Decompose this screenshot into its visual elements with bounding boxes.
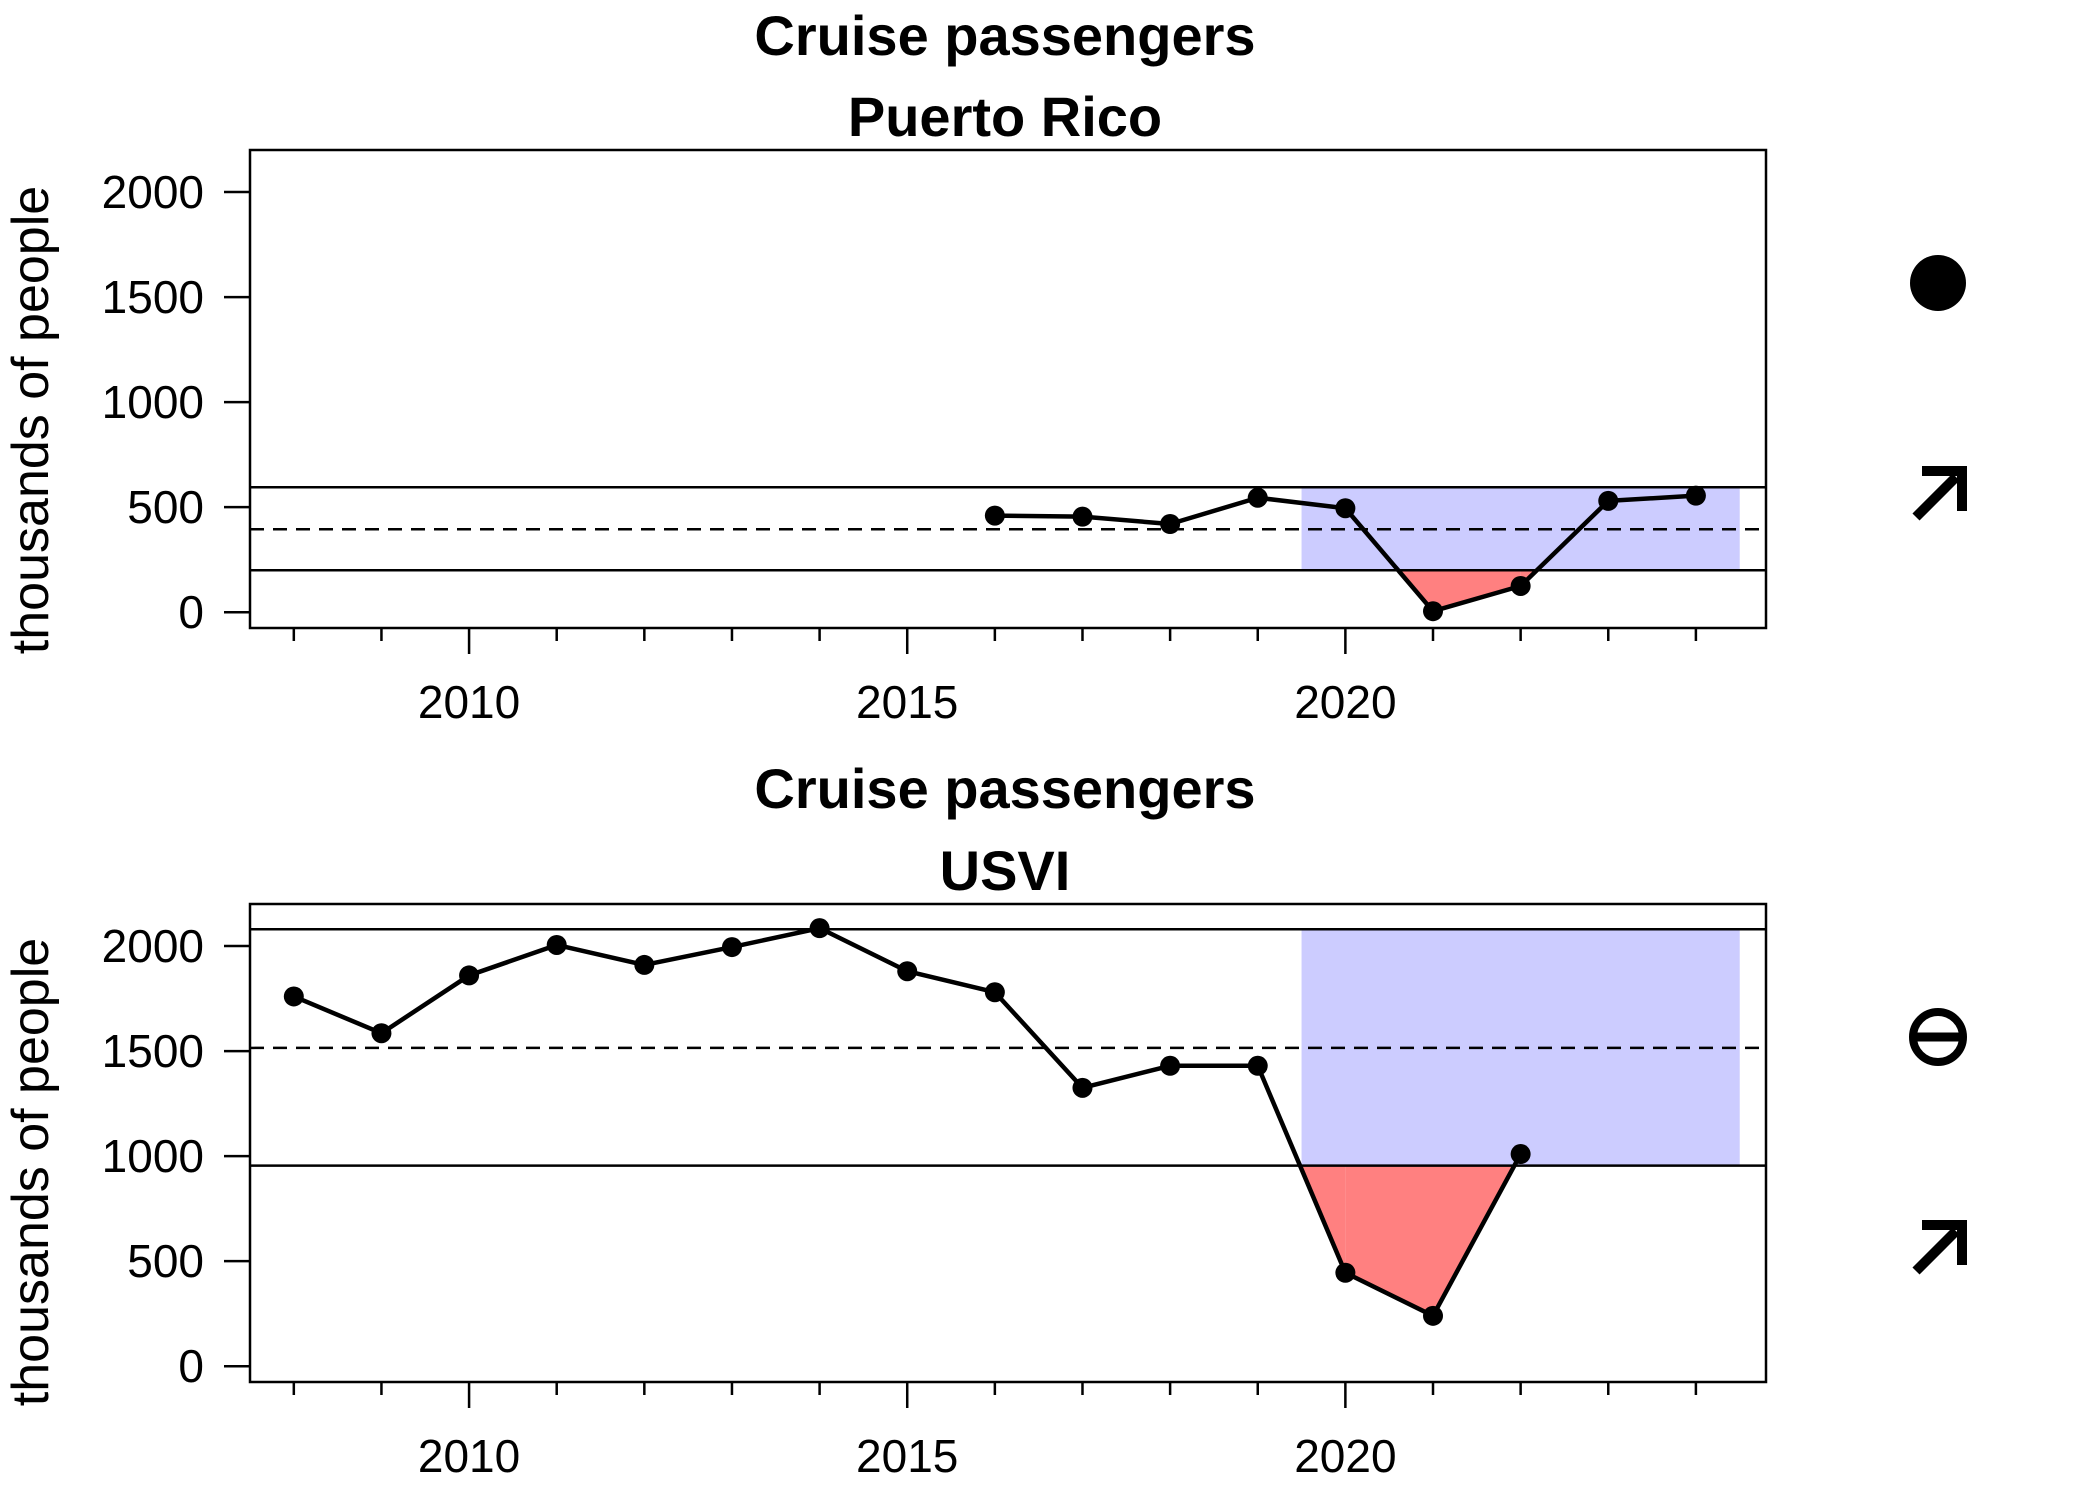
y-tick-label: 0: [178, 1340, 204, 1392]
direction-arrow-head: [1922, 466, 1967, 511]
panel-1-ylabel: thousands of people: [2, 186, 60, 654]
data-point: [546, 934, 567, 955]
y-tick-label: 2000: [102, 166, 204, 218]
y-tick-label: 1500: [102, 1025, 204, 1077]
y-tick-label: 500: [127, 481, 204, 533]
panel-2-plot: 0 500 1000 1500 2000 2010 2015 2020: [102, 902, 1768, 1482]
y-tick-label: 1000: [102, 376, 204, 428]
data-point: [984, 982, 1005, 1003]
direction-arrow-icon: [1912, 473, 1960, 521]
data-point: [721, 937, 742, 958]
panel-usvi: Cruise passengers USVI thousands of peop…: [2, 757, 1967, 1482]
panel-1-subtitle: Puerto Rico: [848, 85, 1162, 148]
x-tick-label: 2010: [418, 1430, 520, 1482]
below-sd-fill: [1345, 1165, 1434, 1316]
direction-arrow-head: [1922, 1220, 1967, 1265]
data-point: [1247, 1055, 1268, 1076]
panel-1-plot: 0 500 1000 1500 2000 2010 2015 2020: [102, 148, 1768, 728]
x-tick-label: 2010: [418, 676, 520, 728]
panel-1-title: Cruise passengers: [754, 4, 1255, 67]
panel-2-ylabel: thousands of people: [2, 938, 60, 1406]
x-tick-label: 2015: [856, 1430, 958, 1482]
x-tick-label: 2020: [1294, 676, 1396, 728]
data-point: [283, 986, 304, 1007]
data-point: [1160, 1055, 1181, 1076]
below-sd-fill: [1433, 570, 1521, 612]
data-point: [1510, 1144, 1531, 1165]
data-point: [1598, 490, 1619, 511]
data-point: [984, 505, 1005, 526]
plot-frame: [248, 148, 1768, 630]
data-point: [1247, 487, 1268, 508]
data-point: [1335, 1262, 1356, 1283]
data-point: [634, 954, 655, 975]
panel-2-indicators: [1909, 1008, 1967, 1275]
panel-2-title: Cruise passengers: [754, 757, 1255, 820]
x-tick-label: 2015: [856, 676, 958, 728]
data-point: [1072, 506, 1093, 527]
panel-puerto-rico: Cruise passengers Puerto Rico thousands …: [2, 4, 1967, 728]
data-point: [1335, 498, 1356, 519]
data-point: [1423, 1305, 1444, 1326]
data-point: [371, 1023, 392, 1044]
data-point: [1072, 1077, 1093, 1098]
data-point: [1685, 485, 1706, 506]
direction-arrow-icon: [1912, 1227, 1960, 1275]
data-point: [809, 918, 830, 939]
y-tick-label: 1500: [102, 271, 204, 323]
panel-1-indicators: [1910, 255, 1967, 521]
y-tick-label: 2000: [102, 920, 204, 972]
data-point: [1160, 513, 1181, 534]
trend-circle-icon: [1910, 255, 1966, 311]
panel-2-subtitle: USVI: [940, 839, 1071, 902]
plot-frame: [248, 902, 1768, 1384]
x-tick-label: 2020: [1294, 1430, 1396, 1482]
data-point: [459, 965, 480, 986]
y-tick-label: 500: [127, 1235, 204, 1287]
y-tick-label: 1000: [102, 1130, 204, 1182]
data-point: [897, 961, 918, 982]
data-point: [1423, 601, 1444, 622]
data-point: [1510, 575, 1531, 596]
y-tick-label: 0: [178, 586, 204, 638]
